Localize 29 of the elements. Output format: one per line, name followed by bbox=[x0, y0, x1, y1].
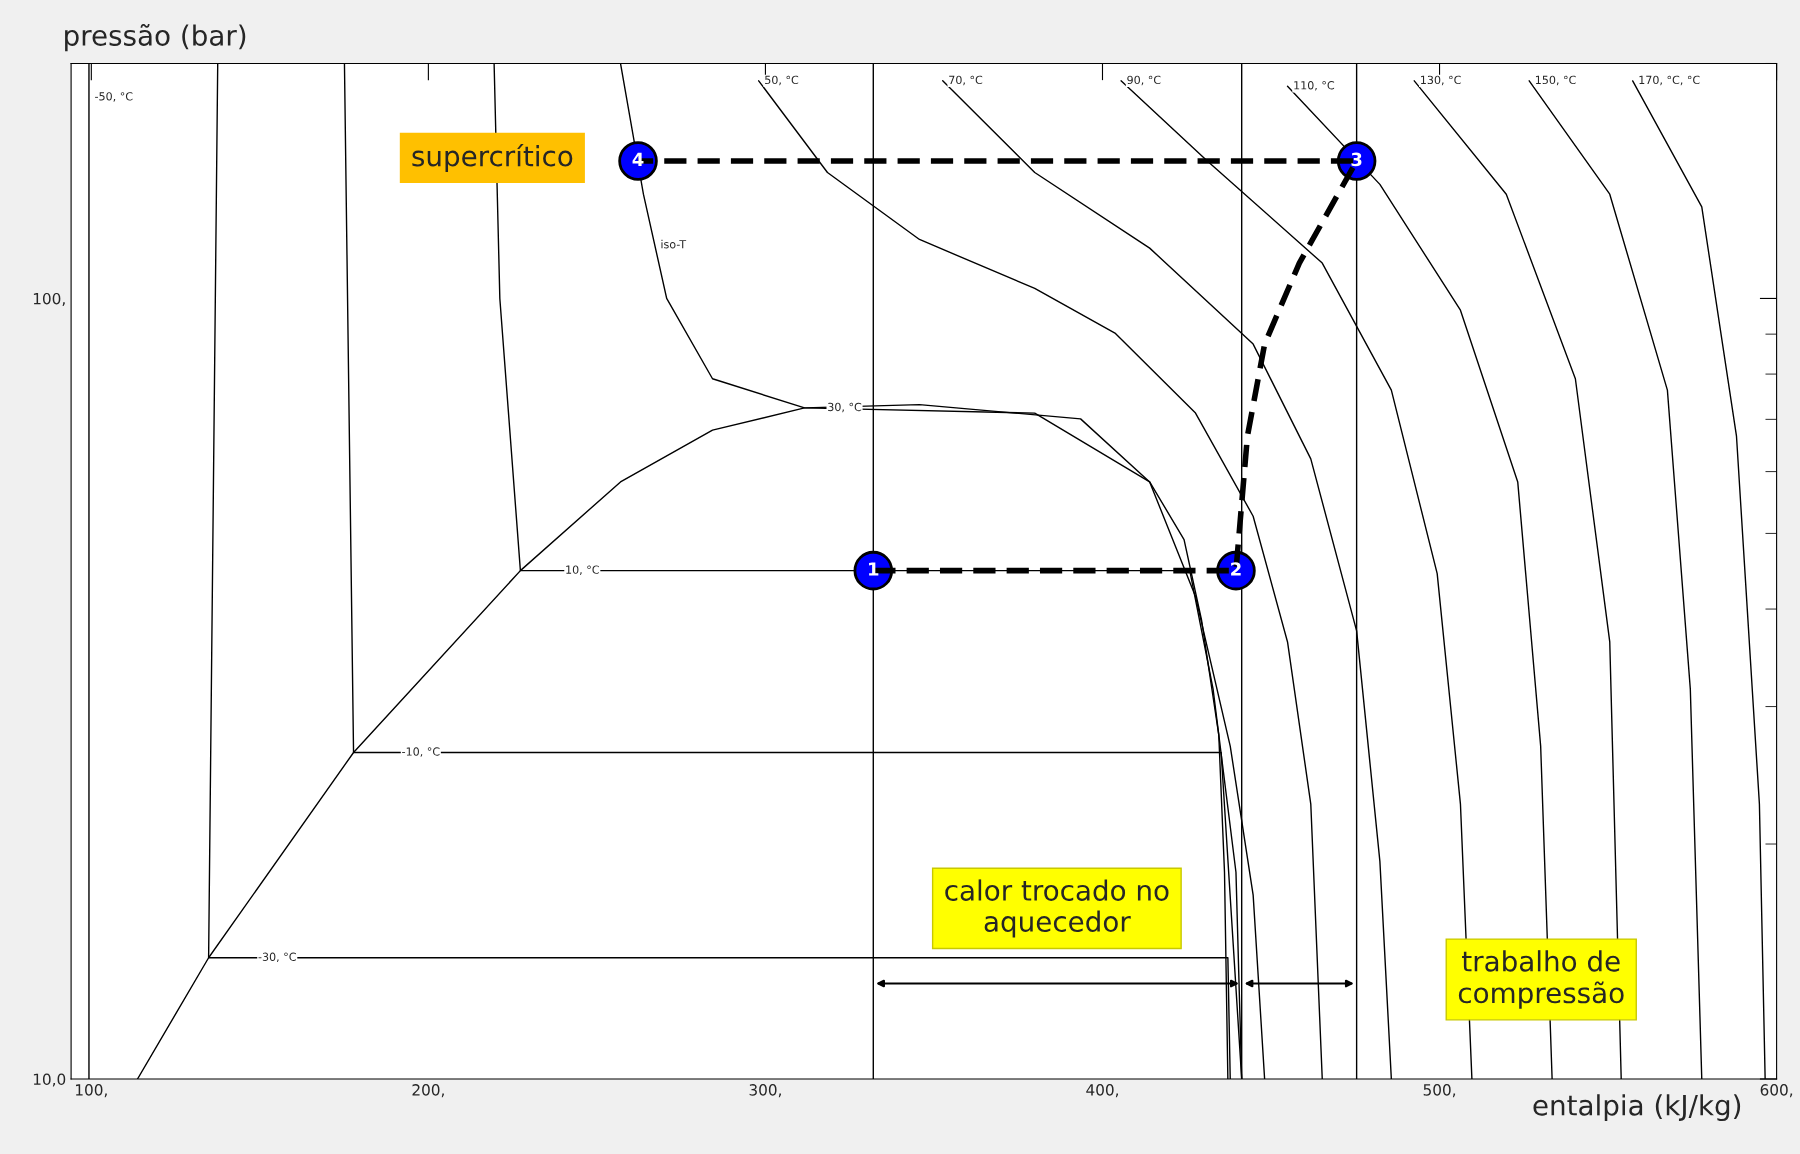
annotation: trabalho de compressão bbox=[1458, 950, 1624, 1009]
annotation: 90, °C bbox=[1127, 75, 1161, 86]
annotation: 70, °C bbox=[949, 75, 983, 86]
y-tick-label: 10,0 bbox=[33, 1073, 66, 1087]
x-tick-label: 400, bbox=[1086, 1084, 1118, 1098]
y-axis-title: pressão (bar) bbox=[65, 23, 246, 52]
x-tick-label: 500, bbox=[1423, 1084, 1456, 1098]
x-tick-label: 300, bbox=[749, 1084, 781, 1098]
x-axis-title: entalpia (kJ/kg) bbox=[1533, 1094, 1741, 1122]
annotation: iso-T bbox=[661, 239, 687, 249]
annotation: 130, °C bbox=[1421, 75, 1461, 86]
annotation: calor trocado no aquecedor bbox=[945, 879, 1169, 938]
annotation: -30, °C bbox=[258, 952, 296, 963]
annotation: 50, °C bbox=[765, 75, 799, 86]
annotation: 150, °C bbox=[1535, 75, 1576, 86]
x-tick-label: 600, bbox=[1760, 1084, 1793, 1098]
annotation: -50, °C bbox=[95, 92, 133, 102]
x-tick-label: 200, bbox=[412, 1084, 444, 1098]
annotation: 1 bbox=[869, 562, 879, 576]
annotation: 10, °C bbox=[566, 565, 599, 575]
annotation: 3 bbox=[1351, 152, 1362, 167]
x-tick-label: 100, bbox=[75, 1084, 107, 1098]
annotation: -10, °C bbox=[402, 747, 440, 757]
annotation: 2 bbox=[1231, 562, 1241, 576]
annotation: 110, °C bbox=[1294, 81, 1335, 91]
annotation: supercrítico bbox=[412, 143, 573, 172]
annotation: 170, °C, °C bbox=[1639, 75, 1700, 86]
annotation: 4 bbox=[632, 152, 644, 166]
annotation: 30, °C bbox=[828, 402, 862, 413]
